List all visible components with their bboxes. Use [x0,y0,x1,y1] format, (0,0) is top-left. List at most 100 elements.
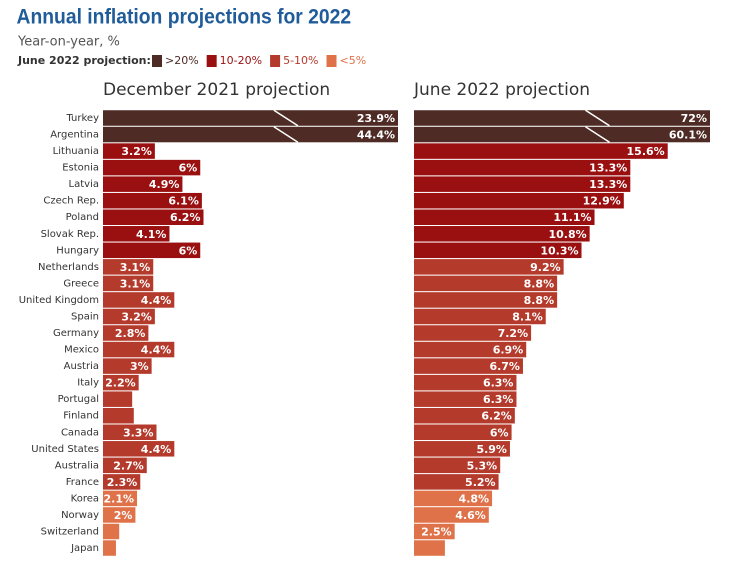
value-label: 72% [681,112,707,125]
bar [414,159,631,176]
bar [414,292,558,308]
bar [103,209,204,225]
category-label: Finland [63,411,99,422]
bar [103,110,398,126]
value-label: 6.3% [483,377,514,390]
bar [414,176,631,192]
bar [103,192,202,209]
value-label: 3.2% [121,310,152,323]
category-label: Mexico [64,345,99,356]
bar [103,325,149,341]
category-label: France [66,477,99,488]
category-label: Norway [61,510,99,521]
value-label: 4.4% [141,344,172,357]
value-label: 2.2% [105,377,136,390]
bar [414,308,546,325]
bar [414,374,517,391]
value-label: 9.2% [530,261,561,274]
category-label: Argentina [50,130,99,141]
legend-swatch [206,55,217,67]
bar [103,540,116,556]
category-label: Japan [70,543,99,554]
value-label: 12.9% [583,195,621,208]
value-label: 6.9% [493,344,524,357]
category-label: Canada [61,427,99,438]
value-label: 5.3% [467,459,498,472]
value-label: 2.5% [421,526,452,539]
value-label: 6.3% [483,393,514,406]
bar [414,523,455,540]
legend-label: >20% [165,54,199,67]
chart-title: Annual inflation projections for 2022 [17,6,352,29]
panel-title: December 2021 projection [103,80,330,100]
bar [103,259,154,275]
value-label: 23.9% [357,112,395,125]
legend-label: <5% [340,54,367,67]
value-label: 6.2% [170,211,201,224]
category-label: Netherlands [38,262,99,273]
category-label: Slovak Rep. [41,229,99,240]
bar [103,341,175,358]
category-label: Korea [71,493,99,504]
value-label: 5.9% [476,443,507,456]
bar [103,292,175,308]
value-label: 13.3% [589,162,627,175]
bar [103,457,147,474]
category-label: Latvia [69,179,99,190]
legend-swatch [152,55,162,67]
bar [103,424,157,441]
category-label: Spain [71,311,99,322]
legend-label: 5-10% [283,54,318,67]
bar [414,325,532,341]
value-label: 11.1% [553,211,591,224]
bar [414,441,510,457]
bar [103,308,155,325]
bar [414,474,499,490]
category-label: Portugal [58,394,99,405]
value-label: 60.1% [669,129,707,142]
value-label: 3.2% [121,145,152,158]
bar [414,192,624,209]
value-label: 3.3% [123,426,154,439]
category-label: Australia [55,460,99,471]
category-label: Austria [64,361,99,372]
bar [414,507,489,523]
axis-break [273,126,299,143]
value-label: 2.1% [104,492,135,505]
axis-break [585,109,610,127]
value-label: 6.1% [168,195,199,208]
value-label: 4.1% [136,228,167,241]
bar [103,126,398,143]
category-label: United Kingdom [19,295,99,306]
value-label: 8.8% [524,294,555,307]
value-label: 6.2% [481,410,512,423]
category-label: United States [31,444,99,455]
bar [414,341,527,358]
bar [414,143,668,159]
bar [414,209,595,225]
legend-label: 10-20% [220,54,262,67]
value-label: 13.3% [589,178,627,191]
axis-break [585,126,610,143]
value-label: 2.3% [107,476,138,489]
value-label: 6% [179,162,198,175]
bar [414,407,515,424]
bar [414,358,523,374]
value-label: 7.2% [498,327,529,340]
axis-break [273,109,299,127]
category-label: Poland [66,212,99,223]
value-label: 3% [130,360,149,373]
category-label: Czech Rep. [43,196,99,207]
chart-subtitle: Year-on-year, % [17,35,120,50]
value-label: 4.9% [149,178,180,191]
bar [103,374,139,391]
bar [414,457,501,474]
category-label: Estonia [62,163,99,174]
bar [414,275,558,292]
value-label: 2.8% [115,327,146,340]
bar [103,507,136,523]
bar [103,474,141,490]
value-label: 4.4% [141,294,172,307]
